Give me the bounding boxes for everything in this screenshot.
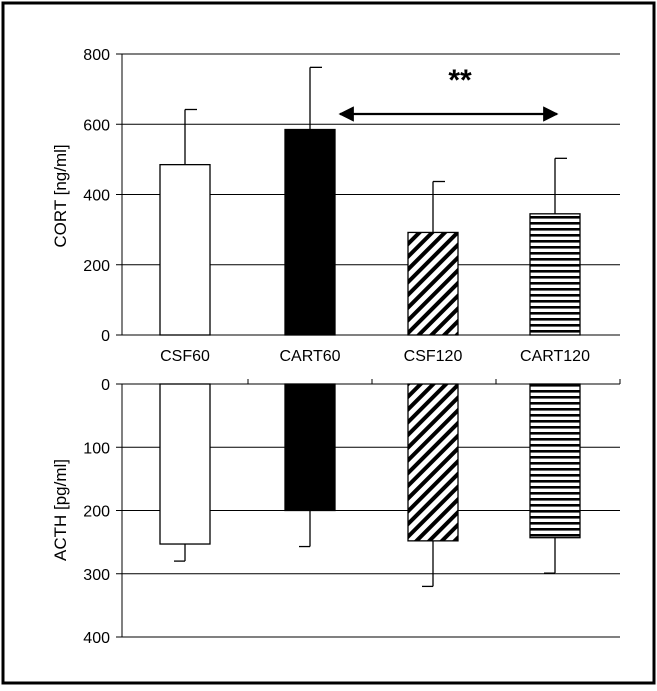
category-label-csf60: CSF60 bbox=[160, 348, 210, 365]
cort-y-axis-label: CORT [ng/ml] bbox=[51, 144, 70, 247]
acth-bar-cart120 bbox=[529, 383, 581, 539]
cort-y-tick-label: 800 bbox=[83, 47, 110, 64]
cort-panel: 0 200 400 600 800 CSF60 CART60 CSF120 CART120 bbox=[83, 47, 620, 365]
cort-bar-cart120 bbox=[529, 213, 581, 336]
acth-y-tick-label: 300 bbox=[83, 567, 110, 584]
cort-bar-csf120 bbox=[407, 231, 459, 336]
cort-y-tick-label: 200 bbox=[83, 258, 110, 275]
cort-y-tick-label: 400 bbox=[83, 188, 110, 205]
acth-y-tick-label: 200 bbox=[83, 504, 110, 521]
cort-bar-csf60 bbox=[159, 163, 211, 336]
category-label-cart60: CART60 bbox=[279, 348, 340, 365]
category-label-csf120: CSF120 bbox=[404, 348, 463, 365]
acth-y-axis-label: ACTH [pg/ml] bbox=[51, 459, 70, 561]
acth-bar-csf120 bbox=[407, 383, 459, 542]
acth-bar-cart60 bbox=[284, 383, 336, 512]
cort-bar-cart60 bbox=[284, 128, 336, 336]
acth-y-tick-label: 100 bbox=[83, 440, 110, 457]
cort-y-tick-label: 0 bbox=[101, 328, 110, 345]
acth-bar-csf60 bbox=[159, 383, 211, 545]
cort-y-tick-label: 600 bbox=[83, 117, 110, 134]
significance-label: ** bbox=[448, 64, 472, 97]
acth-y-tick-label: 0 bbox=[101, 377, 110, 394]
category-label-cart120: CART120 bbox=[520, 348, 590, 365]
acth-y-tick-label: 400 bbox=[83, 630, 110, 647]
acth-panel: 0 100 200 300 400 bbox=[83, 377, 621, 647]
